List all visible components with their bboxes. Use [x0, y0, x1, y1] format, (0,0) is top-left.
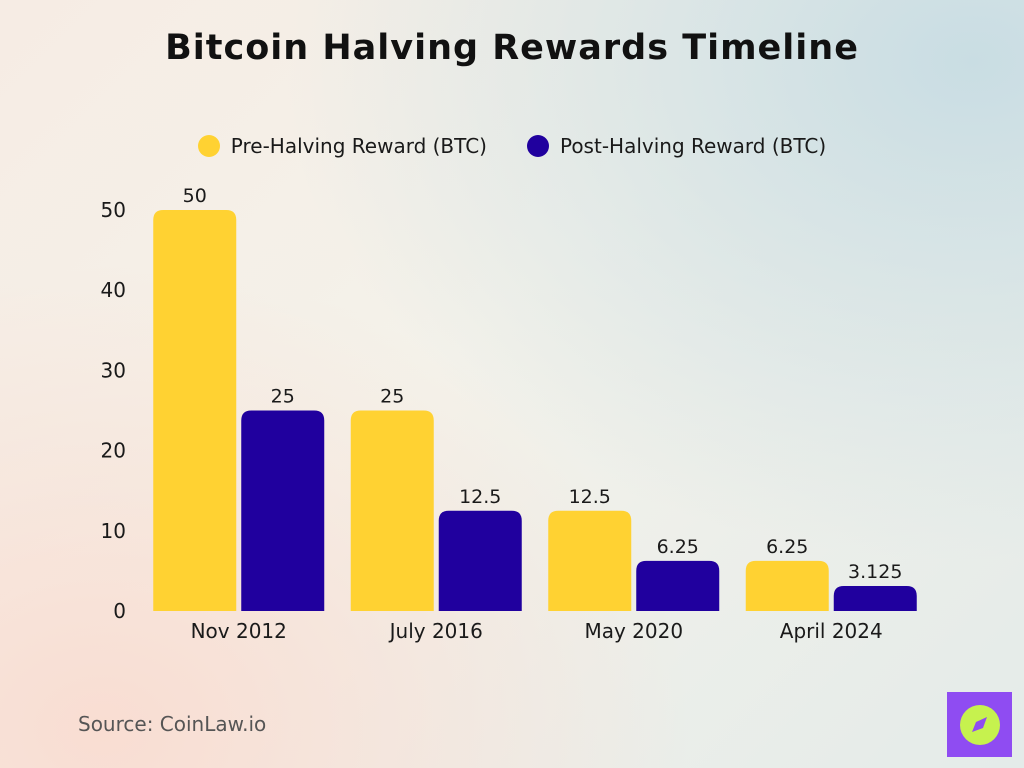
x-tick-label: April 2024: [780, 619, 883, 643]
legend-label-post: Post-Halving Reward (BTC): [559, 134, 827, 158]
x-tick-label: May 2020: [584, 619, 683, 643]
legend-item-pre: Pre-Halving Reward (BTC): [197, 134, 487, 158]
source-note: Source: CoinLaw.io: [78, 712, 267, 736]
y-tick-label: 10: [101, 519, 126, 543]
y-tick-label: 0: [113, 599, 126, 623]
data-label: 12.5: [459, 486, 501, 508]
bar-pre-halving: [153, 210, 237, 611]
x-tick-label: July 2016: [388, 619, 483, 643]
y-tick-label: 20: [101, 439, 126, 463]
legend-swatch-pre: [197, 135, 220, 157]
data-label: 3.125: [848, 561, 902, 583]
legend-item-post: Post-Halving Reward (BTC): [526, 134, 827, 158]
chart-title: Bitcoin Halving Rewards Timeline: [165, 28, 859, 68]
bar-pre-halving: [745, 560, 829, 611]
data-label: 25: [271, 386, 295, 408]
legend-swatch-post: [526, 135, 549, 157]
x-tick-label: Nov 2012: [191, 619, 287, 643]
compass-logo-icon: [959, 704, 1000, 745]
legend-label-pre: Pre-Halving Reward (BTC): [230, 134, 487, 158]
data-label: 6.25: [657, 536, 699, 558]
y-tick-label: 30: [101, 358, 126, 382]
data-label: 50: [183, 185, 207, 207]
bar-post-halving: [636, 560, 720, 611]
logo-badge: [947, 692, 1012, 757]
bar-pre-halving: [350, 410, 434, 611]
data-label: 12.5: [569, 486, 611, 508]
bar-post-halving: [833, 585, 917, 611]
bar-post-halving: [438, 510, 522, 611]
bar-post-halving: [241, 410, 325, 611]
y-tick-label: 40: [101, 278, 126, 302]
data-label: 25: [380, 386, 404, 408]
bar-pre-halving: [548, 510, 632, 611]
y-tick-label: 50: [101, 198, 126, 222]
data-label: 6.25: [766, 536, 808, 558]
legend: Pre-Halving Reward (BTC) Post-Halving Re…: [0, 134, 1024, 158]
